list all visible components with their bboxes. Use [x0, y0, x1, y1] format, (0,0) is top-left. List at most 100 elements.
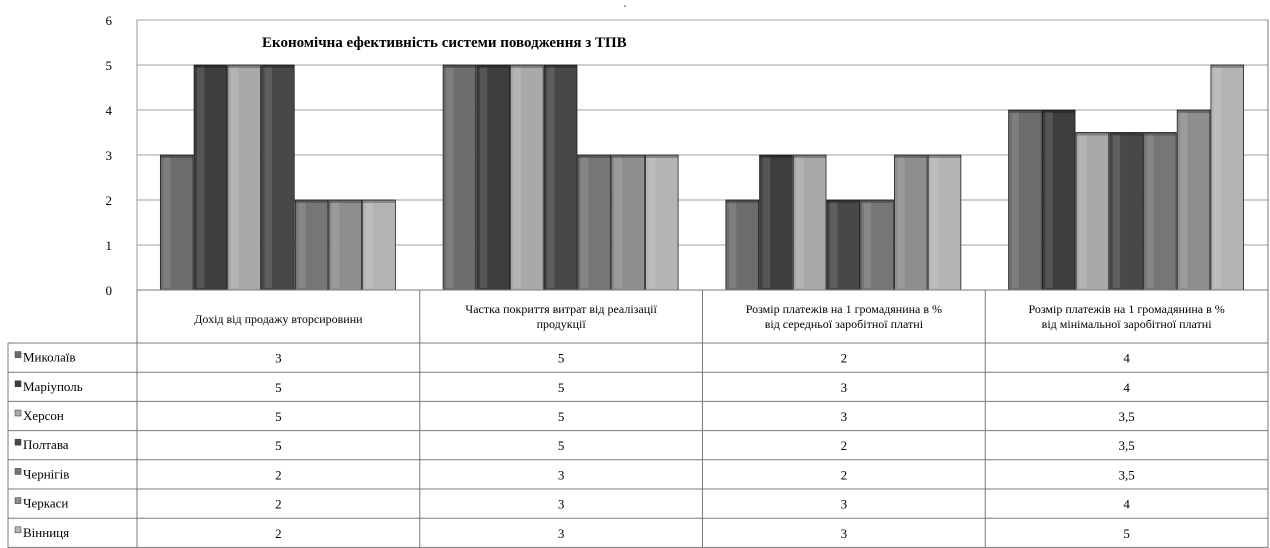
y-tick-label: 0 [106, 283, 113, 298]
bar-body [261, 64, 295, 291]
bar-body [792, 154, 827, 291]
bar-highlight [513, 67, 521, 288]
y-tick-label: 6 [106, 13, 113, 28]
data-value: 2 [275, 497, 282, 512]
bar-top-edge [295, 200, 328, 203]
bar-top-edge [1008, 110, 1042, 113]
bar [362, 199, 396, 291]
bar-body [159, 154, 194, 291]
bar-highlight [264, 67, 272, 288]
bar-top-edge [362, 200, 396, 203]
data-value: 3 [841, 497, 848, 512]
category-label: Частка покриття витрат від реалізації про… [465, 302, 657, 331]
data-value: 4 [1123, 497, 1130, 512]
data-value: 4 [1123, 351, 1130, 366]
legend-key [14, 497, 22, 504]
series-name: Вінниця [23, 525, 69, 540]
bar-body [476, 64, 510, 291]
bar-body [442, 64, 477, 291]
bar [261, 64, 295, 291]
data-value: 3,5 [1119, 438, 1135, 453]
data-value: 5 [275, 409, 282, 424]
data-value: 5 [558, 351, 565, 366]
bar-highlight [331, 202, 340, 288]
data-value: 5 [558, 380, 565, 395]
data-table: Дохід від продажу вторсировини Частка пок… [7, 20, 1269, 548]
bar-highlight [1011, 112, 1020, 288]
bar-top-edge [928, 155, 961, 158]
bar-highlight [479, 67, 488, 288]
bar-top-edge [510, 65, 544, 68]
bar-body [294, 199, 329, 291]
bar-body [725, 199, 759, 291]
bar-top-edge [1042, 110, 1076, 113]
y-tick-label: 2 [106, 193, 113, 208]
bar-body [1041, 109, 1076, 291]
bar-top-edge [544, 65, 577, 68]
bar-highlight [830, 202, 838, 288]
bar [1008, 109, 1042, 291]
legend-key [14, 380, 22, 388]
bar-body [1008, 109, 1042, 291]
bar-top-edge [1210, 65, 1244, 68]
data-value: 2 [841, 467, 848, 482]
bar-top-edge [160, 155, 194, 158]
bar-highlight [1146, 134, 1154, 288]
bar-body [860, 199, 894, 291]
bar-body [1210, 64, 1245, 291]
bar [1176, 109, 1211, 291]
bar-highlight [931, 157, 939, 288]
data-value: 2 [275, 467, 282, 482]
bar [476, 64, 510, 291]
bar-top-edge [227, 65, 261, 68]
category-label: Розмір платежів на 1 громадянина в % від … [1028, 302, 1224, 331]
bar [159, 154, 194, 291]
bar-body [227, 64, 261, 291]
bar-highlight [230, 67, 239, 288]
bar-highlight [580, 157, 589, 288]
bar [759, 154, 793, 291]
bar [328, 199, 363, 291]
bar-body [577, 154, 612, 291]
data-value: 5 [1123, 526, 1130, 541]
bar-body [927, 154, 962, 291]
bar [611, 154, 645, 291]
bar-highlight [897, 157, 905, 288]
bar [927, 154, 962, 291]
legend-key [14, 526, 22, 534]
bar-top-edge [827, 200, 860, 203]
bar-body [826, 199, 861, 291]
bar-top-edge [577, 155, 611, 158]
legend-key [14, 351, 22, 358]
bar-top-edge [725, 200, 759, 203]
data-value: 2 [841, 438, 848, 453]
bar [510, 64, 544, 291]
bar [860, 199, 894, 291]
data-value: 3 [558, 467, 565, 482]
bar [294, 199, 329, 291]
data-value: 5 [275, 380, 282, 395]
bar [645, 154, 679, 291]
bar-highlight [1213, 67, 1222, 288]
data-value: 3 [558, 497, 565, 512]
bar [1210, 64, 1245, 291]
bar-body [510, 64, 544, 291]
series-name: Маріуполь [23, 379, 83, 394]
legend-key [14, 438, 22, 446]
bar-top-edge [1109, 132, 1143, 136]
plot-area: 0 1 2 3 4 5 6 [106, 5, 1269, 298]
data-value: 3 [275, 351, 282, 366]
bar-highlight [163, 157, 171, 288]
bar-top-edge [611, 155, 645, 158]
bar-body [328, 199, 363, 291]
bar-top-edge [328, 200, 362, 203]
series-name: Чернігів [23, 466, 69, 481]
bar-top-edge [261, 65, 295, 68]
bar [577, 154, 612, 291]
bar-body [1075, 132, 1110, 291]
bar-highlight [1079, 134, 1087, 288]
data-value: 5 [558, 409, 565, 424]
data-value: 5 [558, 438, 565, 453]
bar-body [1109, 132, 1143, 291]
data-value: 3 [841, 409, 848, 424]
